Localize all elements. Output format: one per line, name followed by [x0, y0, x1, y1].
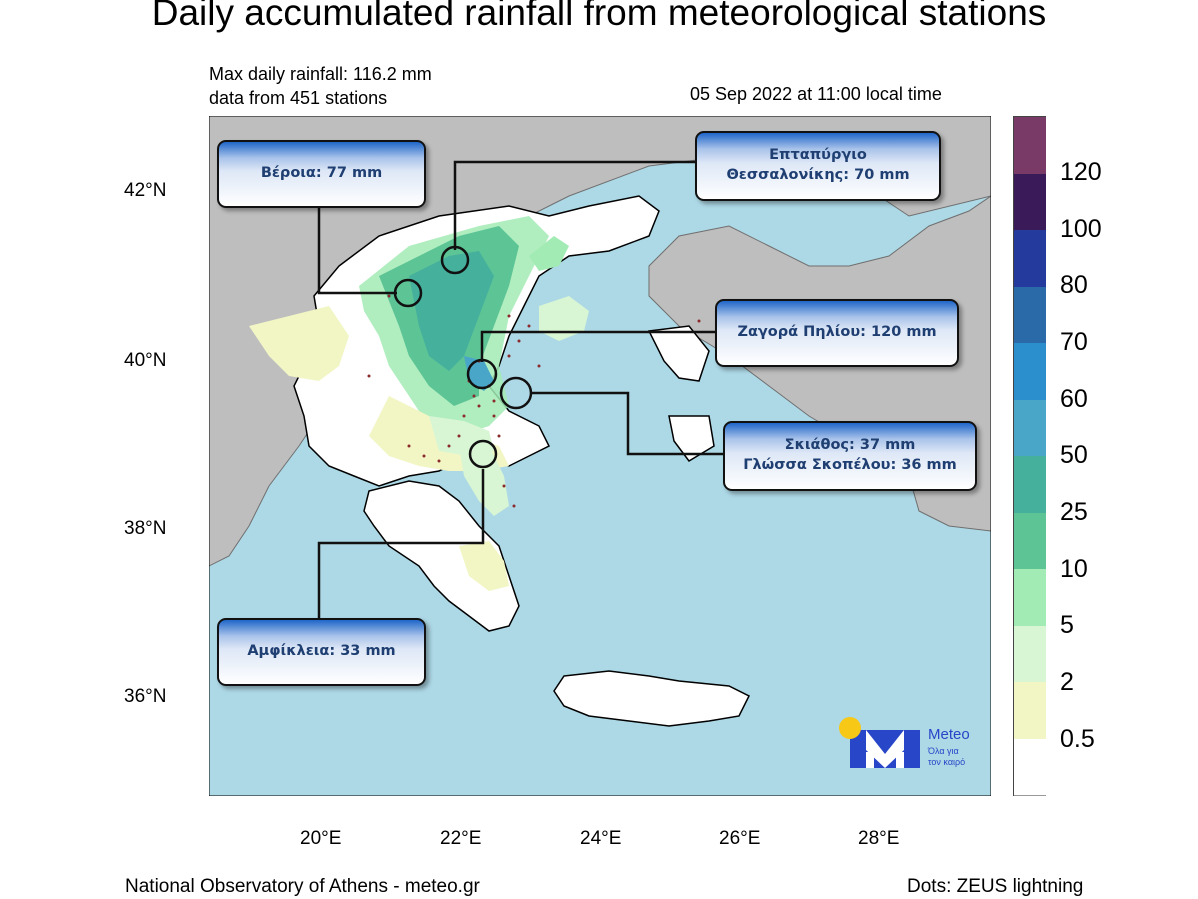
callout-thessaloniki: Επταπύργιο Θεσσαλονίκης: 70 mm	[695, 131, 941, 201]
colorbar-label: 50	[1060, 441, 1088, 469]
lon-label: 24°E	[580, 828, 622, 849]
callout-veroia: Βέροια: 77 mm	[217, 140, 426, 208]
callout-skopelos-text: Γλώσσα Σκοπέλου: 36 mm	[743, 457, 957, 473]
colorbar-label: 80	[1060, 271, 1088, 299]
callout-zagora: Ζαγορά Πηλίου: 120 mm	[715, 299, 959, 367]
logo-slogan: Όλα για τον καιρό	[928, 746, 965, 768]
colorbar-label: 2	[1060, 668, 1074, 696]
logo-slogan-line2: τον καιρό	[928, 757, 966, 767]
colorbar-swatch	[1014, 625, 1046, 683]
colorbar-label: 70	[1060, 328, 1088, 356]
colorbar-swatch	[1014, 230, 1046, 288]
colorbar-swatch	[1014, 343, 1046, 401]
logo-name: Meteo	[928, 726, 970, 743]
footer-source: National Observatory of Athens - meteo.g…	[125, 876, 480, 897]
callout-amfikleia: Αμφίκλεια: 33 mm	[217, 618, 426, 686]
max-rainfall-text: Max daily rainfall: 116.2 mm	[209, 64, 432, 84]
lon-label: 26°E	[719, 828, 761, 849]
colorbar-label: 0.5	[1060, 725, 1095, 753]
colorbar-swatch	[1014, 173, 1046, 231]
rainfall-shading	[249, 216, 589, 591]
datetime-text: 05 Sep 2022 at 11:00 local time	[690, 84, 942, 104]
logo-slogan-line1: Όλα για	[928, 746, 959, 756]
lon-label: 20°E	[300, 828, 342, 849]
station-count-text: data from 451 stations	[209, 88, 388, 108]
colorbar-label: 60	[1060, 385, 1088, 413]
colorbar	[1013, 116, 1046, 796]
colorbar-label: 100	[1060, 215, 1102, 243]
colorbar-label: 5	[1060, 611, 1074, 639]
callout-zagora-text: Ζαγορά Πηλίου: 120 mm	[737, 324, 937, 341]
meteo-logo: Meteo Όλα για τον καιρό	[838, 716, 988, 776]
callout-leaders	[317, 160, 725, 621]
callout-skiathos-skopelos: Σκιάθος: 37 mm Γλώσσα Σκοπέλου: 36 mm	[723, 421, 977, 491]
footer-dots-note: Dots: ZEUS lightning	[907, 876, 1084, 897]
colorbar-label: 120	[1060, 158, 1102, 186]
station-markers	[393, 245, 533, 469]
colorbar-swatch	[1014, 399, 1046, 457]
colorbar-swatch	[1014, 286, 1046, 344]
page-title: Daily accumulated rainfall from meteorol…	[151, 0, 1047, 33]
colorbar-swatch	[1014, 738, 1046, 796]
colorbar-swatch	[1014, 456, 1046, 514]
lat-label: 42°N	[124, 180, 167, 201]
colorbar-label: 25	[1060, 498, 1088, 526]
callout-amfikleia-text: Αμφίκλεια: 33 mm	[247, 643, 396, 660]
lat-label: 38°N	[124, 518, 167, 539]
lon-label: 28°E	[858, 828, 900, 849]
lat-label: 40°N	[124, 350, 167, 371]
lon-label: 22°E	[440, 828, 482, 849]
meteo-m-logo-icon	[839, 717, 920, 768]
lat-label: 36°N	[124, 686, 167, 707]
callout-thessaloniki-line2: Θεσσαλονίκης: 70 mm	[726, 167, 910, 183]
colorbar-swatch	[1014, 682, 1046, 740]
callout-skiathos-text: Σκιάθος: 37 mm	[784, 437, 916, 454]
colorbar-label: 10	[1060, 555, 1088, 583]
colorbar-swatch	[1014, 512, 1046, 570]
colorbar-swatch	[1014, 117, 1046, 175]
callout-thessaloniki-line1: Επταπύργιο	[769, 147, 867, 164]
colorbar-swatch	[1014, 569, 1046, 627]
callout-veroia-text: Βέροια: 77 mm	[260, 165, 383, 182]
